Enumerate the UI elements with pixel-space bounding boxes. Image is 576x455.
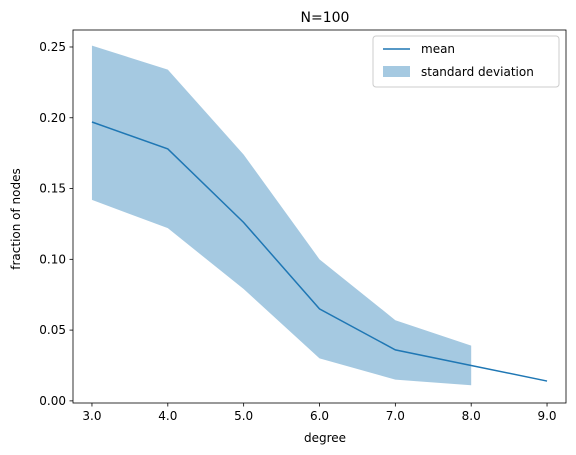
x-tick-label: 4.0 <box>158 409 177 423</box>
y-axis-label: fraction of nodes <box>9 168 23 270</box>
legend-std-swatch <box>383 66 410 77</box>
y-tick-label: 0.20 <box>39 111 66 125</box>
legend: mean standard deviation <box>372 35 560 88</box>
std-band-layer <box>91 45 472 386</box>
std-band-area <box>91 45 472 386</box>
y-tick-label: 0.05 <box>39 323 66 337</box>
x-tick-label: 7.0 <box>386 409 405 423</box>
legend-box <box>372 35 560 88</box>
x-tick-label: 8.0 <box>462 409 481 423</box>
mean-series-line <box>91 121 548 382</box>
y-tick-label: 0.00 <box>39 394 66 408</box>
legend-mean-label: mean <box>421 42 455 56</box>
x-tick-label: 9.0 <box>537 409 556 423</box>
x-axis: 3.0 4.0 5.0 6.0 7.0 8.0 9.0 <box>82 403 557 423</box>
y-tick-label: 0.10 <box>39 252 66 266</box>
x-tick-label: 3.0 <box>82 409 101 423</box>
x-tick-label: 6.0 <box>310 409 329 423</box>
chart-title: N=100 <box>301 10 350 26</box>
legend-std-label: standard deviation <box>421 65 534 79</box>
y-tick-label: 0.15 <box>39 182 66 196</box>
x-axis-label: degree <box>304 431 346 445</box>
mean-line-layer <box>91 121 548 382</box>
y-tick-label: 0.25 <box>39 40 66 54</box>
y-axis: 0.00 0.05 0.10 0.15 0.20 0.25 <box>39 40 73 408</box>
x-tick-label: 5.0 <box>234 409 253 423</box>
